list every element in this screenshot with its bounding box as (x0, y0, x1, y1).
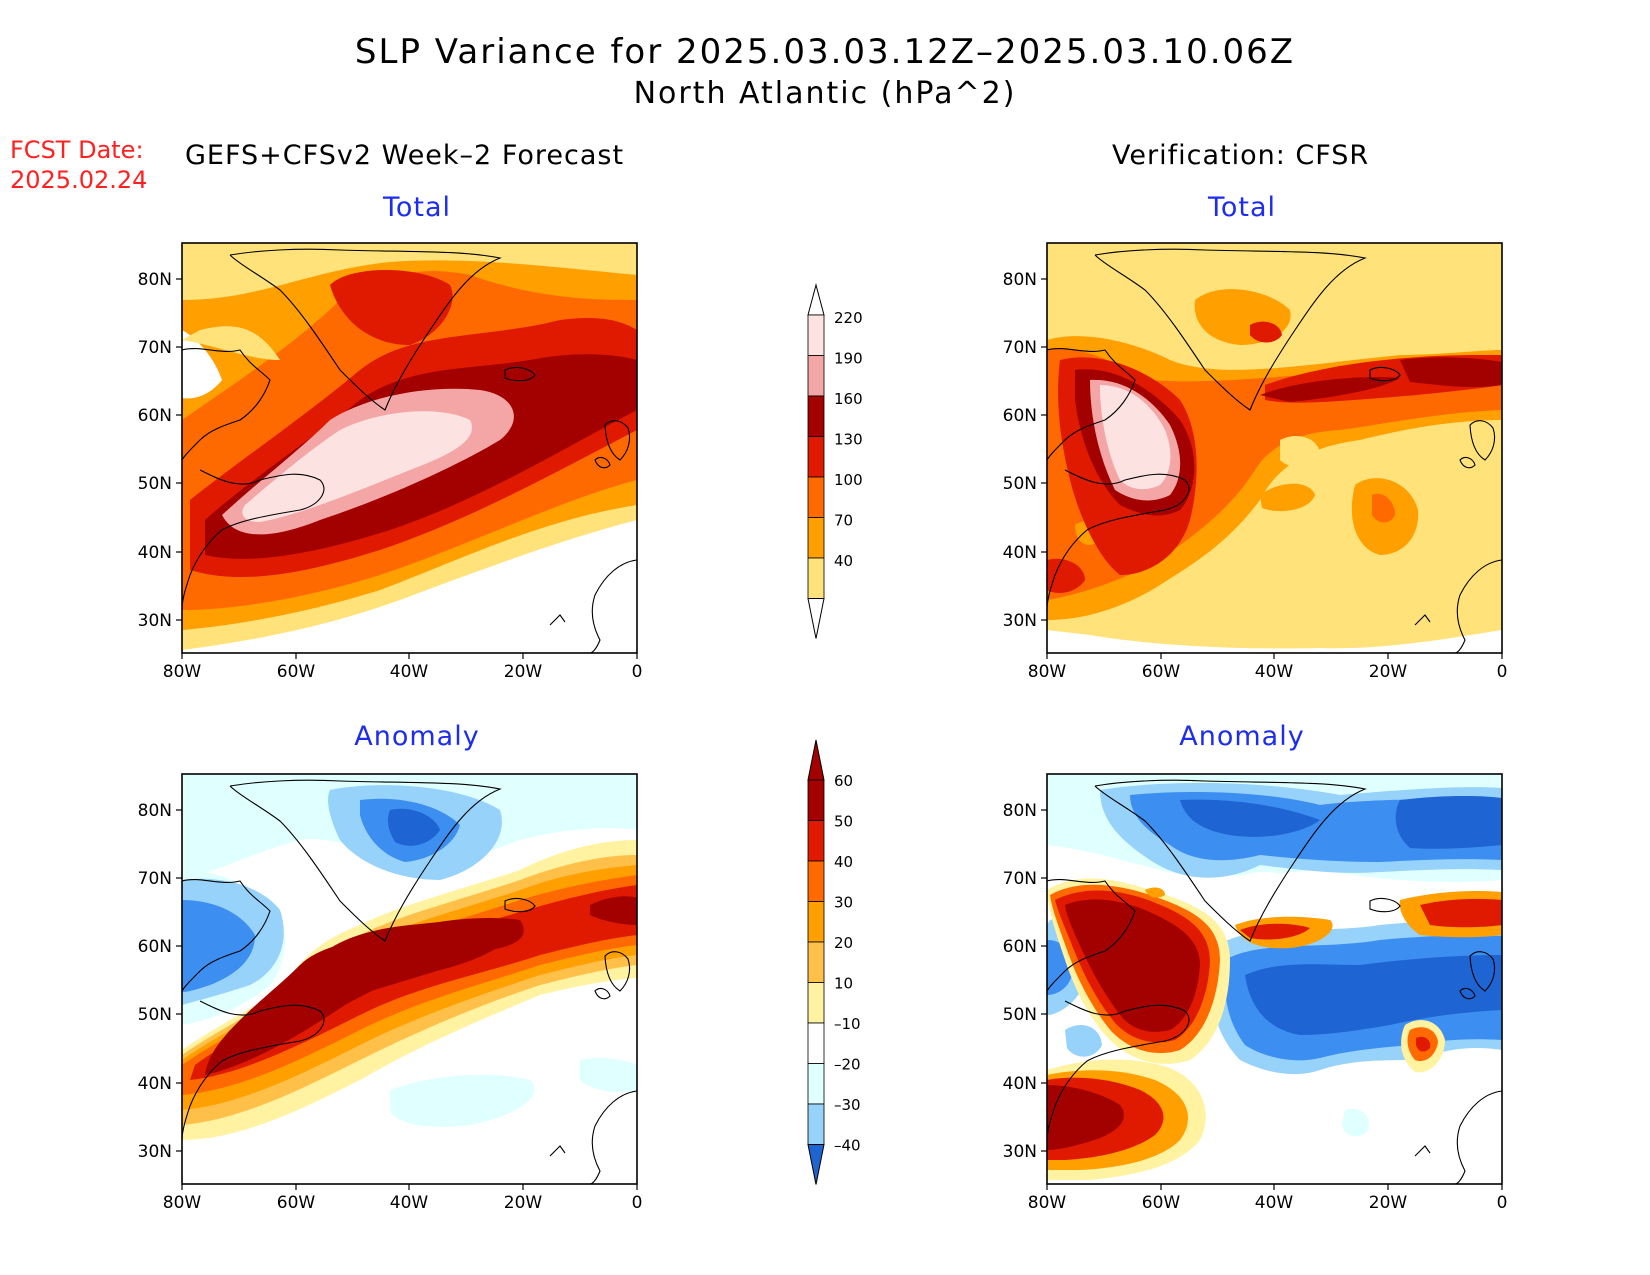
lon-tick-label: 60W (277, 662, 316, 682)
lat-tick-label: 80N (1003, 801, 1037, 821)
lon-tick-label: 0 (632, 1193, 643, 1213)
forecast-total-map (181, 242, 638, 654)
lat-tick-label: 50N (1003, 474, 1037, 494)
forecast-anomaly-label: Anomaly (354, 721, 480, 752)
colorbar-label: –10 (834, 1015, 861, 1033)
colorbar-swatch (807, 436, 825, 478)
colorbar-swatch (807, 517, 825, 559)
right-column-heading: Verification: CFSR (1112, 140, 1370, 171)
colorbar-swatch (807, 314, 825, 356)
verification-total-map (1046, 242, 1503, 654)
lat-tick-label: 70N (1003, 869, 1037, 889)
verification-total-label: Total (1207, 192, 1277, 223)
lat-tick-label: 70N (1003, 338, 1037, 358)
lat-tick-label: 60N (1003, 937, 1037, 957)
colorbar-label: 70 (834, 512, 853, 530)
lat-tick-label: 60N (1003, 406, 1037, 426)
colorbar-swatch (807, 941, 825, 983)
lon-tick-label: 20W (504, 1193, 543, 1213)
lat-tick-label: 80N (138, 270, 172, 290)
left-column-heading: GEFS+CFSv2 Week–2 Forecast (185, 140, 625, 171)
lon-tick-label: 40W (390, 1193, 429, 1213)
colorbar-label: 50 (834, 813, 853, 831)
colorbar-swatch (807, 395, 825, 437)
lat-tick-label: 30N (1003, 1142, 1037, 1162)
lat-tick-label: 80N (138, 801, 172, 821)
colorbar-label: 160 (834, 390, 863, 408)
colorbar-swatch (807, 1103, 825, 1145)
lat-tick-label: 50N (1003, 1005, 1037, 1025)
colorbar-swatch (807, 820, 825, 862)
lon-tick-label: 40W (390, 662, 429, 682)
main-title: SLP Variance for 2025.03.03.12Z–2025.03.… (354, 32, 1296, 72)
lat-tick-label: 60N (138, 406, 172, 426)
lat-tick-label: 30N (1003, 611, 1037, 631)
lon-tick-label: 20W (1369, 1193, 1408, 1213)
axes-layer: 80N 70N 60N 50N 40N 30N 80W 60W 40W 20W 0 80N 70N 60N… (138, 270, 1508, 1213)
lat-tick-label: 50N (138, 1005, 172, 1025)
colorbar-label: 40 (834, 853, 853, 871)
colorbar-swatch (807, 1022, 825, 1064)
lon-tick-label: 20W (1369, 662, 1408, 682)
lat-tick-label: 70N (138, 869, 172, 889)
colorbar-label: 130 (834, 431, 863, 449)
colorbar-label: 190 (834, 350, 863, 368)
forecast-total-label: Total (382, 192, 452, 223)
lon-tick-label: 40W (1255, 662, 1294, 682)
colorbar-swatch (807, 476, 825, 518)
colorbar-label: 60 (834, 772, 853, 790)
colorbar-bottom-arrow (807, 598, 825, 639)
lat-tick-label: 40N (1003, 543, 1037, 563)
colorbar-label: –40 (834, 1137, 861, 1155)
lon-tick-label: 20W (504, 662, 543, 682)
lon-tick-label: 80W (1028, 662, 1067, 682)
lon-tick-label: 80W (163, 1193, 202, 1213)
colorbar-label: 100 (834, 471, 863, 489)
lon-tick-label: 80W (1028, 1193, 1067, 1213)
colorbar-swatch (807, 1063, 825, 1105)
lat-tick-label: 70N (138, 338, 172, 358)
colorbar-swatch (807, 860, 825, 902)
lat-tick-label: 60N (138, 937, 172, 957)
main-subtitle: North Atlantic (hPa^2) (633, 76, 1017, 111)
colorbar-total: 220 190 160 130 100 70 40 (807, 283, 863, 639)
lon-tick-label: 0 (632, 662, 643, 682)
colorbar-swatch (807, 982, 825, 1024)
lat-tick-label: 30N (138, 611, 172, 631)
lat-tick-label: 40N (1003, 1074, 1037, 1094)
lat-tick-label: 40N (138, 543, 172, 563)
colorbar-label: 220 (834, 309, 863, 327)
colorbar-swatch (807, 355, 825, 397)
colorbar-label: 40 (834, 552, 853, 570)
lon-tick-label: 60W (1142, 662, 1181, 682)
forecast-anomaly-map (181, 773, 638, 1185)
forecast-date-label: FCST Date: (10, 136, 144, 164)
colorbar-bottom-arrow (807, 1144, 825, 1185)
lat-tick-label: 30N (138, 1142, 172, 1162)
colorbar-swatch (807, 557, 825, 599)
lon-tick-label: 60W (1142, 1193, 1181, 1213)
lon-tick-label: 80W (163, 662, 202, 682)
colorbar-label: 10 (834, 975, 853, 993)
lat-tick-label: 40N (138, 1074, 172, 1094)
colorbar-anomaly: 60 50 40 30 20 10 –10 –20 –30 –40 (807, 739, 861, 1185)
colorbar-label: 20 (834, 934, 853, 952)
lat-tick-label: 80N (1003, 270, 1037, 290)
forecast-date-value: 2025.02.24 (10, 166, 148, 194)
lon-tick-label: 60W (277, 1193, 316, 1213)
colorbar-label: –20 (834, 1056, 861, 1074)
colorbar-label: –30 (834, 1096, 861, 1114)
lon-tick-label: 0 (1497, 1193, 1508, 1213)
verification-anomaly-label: Anomaly (1179, 721, 1305, 752)
colorbar-top-arrow (807, 283, 825, 316)
colorbar-label: 30 (834, 894, 853, 912)
colorbar-swatch (807, 901, 825, 943)
lat-tick-label: 50N (138, 474, 172, 494)
colorbar-swatch (807, 779, 825, 821)
lon-tick-label: 0 (1497, 662, 1508, 682)
verification-anomaly-map (1046, 773, 1503, 1185)
lon-tick-label: 40W (1255, 1193, 1294, 1213)
colorbar-top-arrow (807, 739, 825, 781)
